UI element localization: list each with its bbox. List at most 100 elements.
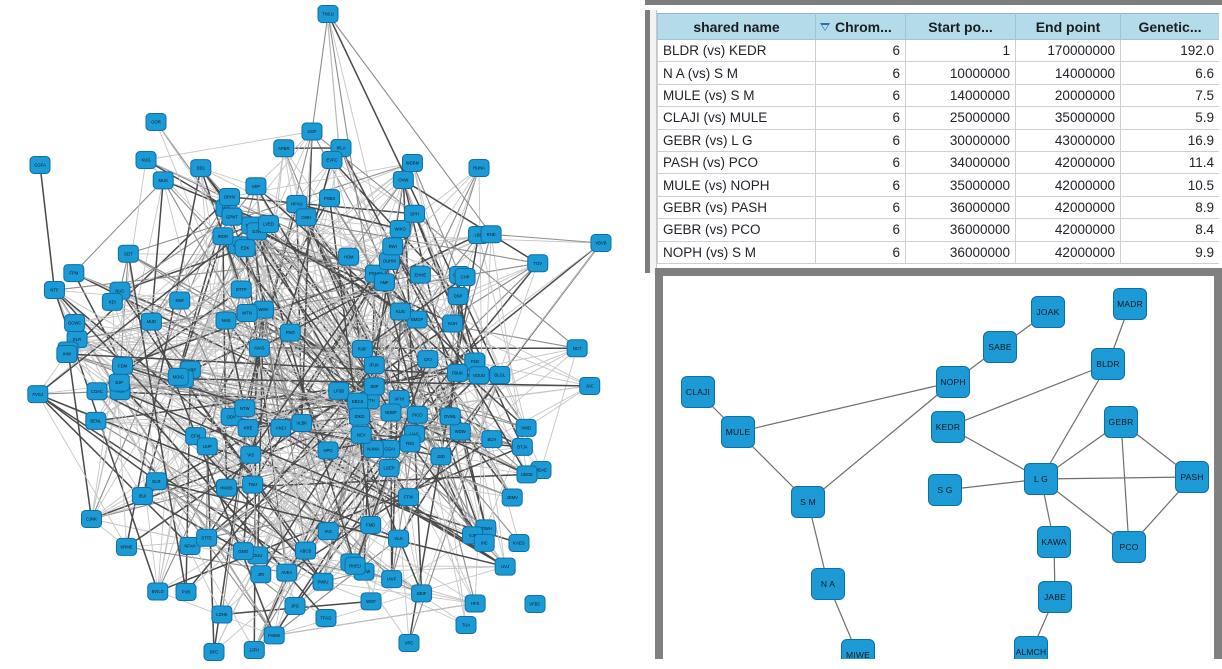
- subnetwork-edge[interactable]: [807, 381, 954, 503]
- network-node[interactable]: [29, 156, 51, 174]
- table-row[interactable]: CLAJI (vs) MULE 6 25000000 35000000 5.9: [657, 106, 1219, 130]
- column-header-chromosome[interactable]: Chrom...: [815, 13, 906, 40]
- subnetwork-canvas[interactable]: JOAK MADR SABE BLDR NOPH CLAJI GEBR KEDR MULE S G…: [663, 276, 1214, 659]
- table-vertical-scrollbar-track[interactable]: [650, 10, 657, 273]
- network-node[interactable]: [295, 541, 317, 560]
- network-node[interactable]: [468, 366, 490, 385]
- network-node[interactable]: [406, 405, 428, 424]
- network-node[interactable]: [116, 537, 138, 556]
- cell-genetic[interactable]: 16.9: [1120, 128, 1219, 152]
- network-node[interactable]: [473, 533, 495, 552]
- network-node[interactable]: [86, 382, 108, 401]
- network-node[interactable]: [481, 430, 503, 449]
- network-node[interactable]: [360, 515, 382, 534]
- network-node-l-g[interactable]: L G: [1024, 463, 1058, 495]
- cell-end_point[interactable]: 42000000: [1015, 240, 1121, 264]
- network-node[interactable]: [417, 350, 439, 369]
- network-node[interactable]: [515, 418, 537, 437]
- network-node-gebr[interactable]: GEBR: [1104, 406, 1138, 438]
- subnetwork-edge[interactable]: [1040, 476, 1193, 480]
- network-node[interactable]: [579, 376, 601, 395]
- network-node[interactable]: [590, 234, 612, 252]
- cell-start_point[interactable]: 34000000: [905, 150, 1016, 175]
- network-node[interactable]: [196, 437, 218, 456]
- cell-shared_name[interactable]: CLAJI (vs) MULE: [657, 106, 816, 130]
- network-node[interactable]: [242, 475, 264, 494]
- subnetwork-edge[interactable]: [947, 363, 1109, 428]
- network-node[interactable]: [258, 214, 280, 233]
- network-node[interactable]: [447, 287, 469, 306]
- cell-end_point[interactable]: 35000000: [1015, 106, 1121, 130]
- subnetwork-edge[interactable]: [737, 381, 954, 433]
- network-node[interactable]: [363, 377, 385, 396]
- cell-start_point[interactable]: 25000000: [905, 106, 1016, 130]
- large-network-panel[interactable]: TNCUGGFAOORKUGIPLAEVFCRUNAVBVBNVSMDAEBFC…: [0, 0, 645, 669]
- network-node[interactable]: [270, 418, 292, 437]
- network-node[interactable]: [351, 339, 373, 358]
- network-node[interactable]: [146, 472, 168, 491]
- network-node[interactable]: [147, 582, 169, 601]
- network-node[interactable]: [196, 528, 218, 547]
- cell-shared_name[interactable]: MULE (vs) NOPH: [657, 173, 816, 197]
- network-node[interactable]: [348, 407, 370, 426]
- network-node[interactable]: [167, 367, 189, 386]
- network-node-kawa[interactable]: KAWA: [1037, 526, 1071, 558]
- network-node[interactable]: [250, 565, 272, 584]
- network-node[interactable]: [232, 542, 254, 561]
- network-node[interactable]: [215, 311, 237, 330]
- network-node[interactable]: [388, 529, 410, 548]
- network-node[interactable]: [455, 616, 477, 634]
- network-node[interactable]: [284, 597, 306, 615]
- network-node[interactable]: [234, 399, 256, 418]
- network-node-kedr[interactable]: KEDR: [931, 411, 965, 443]
- network-node[interactable]: [230, 280, 252, 299]
- cell-start_point[interactable]: 36000000: [905, 195, 1016, 220]
- network-node-s-g[interactable]: S G: [928, 474, 962, 506]
- edge-attribute-table[interactable]: shared name Chrom... Start po... End poi…: [657, 13, 1219, 264]
- cell-end_point[interactable]: 42000000: [1015, 195, 1121, 220]
- network-node[interactable]: [27, 385, 49, 404]
- cell-chromosome[interactable]: 6: [815, 173, 906, 197]
- network-node[interactable]: [501, 488, 523, 507]
- network-node[interactable]: [145, 113, 167, 131]
- table-row[interactable]: GEBR (vs) PASH 6 36000000 42000000 8.9: [657, 195, 1219, 220]
- cell-end_point[interactable]: 43000000: [1015, 128, 1121, 152]
- network-node[interactable]: [508, 534, 530, 552]
- network-node[interactable]: [398, 634, 420, 652]
- network-node-claji[interactable]: CLAJI: [681, 376, 715, 408]
- table-body[interactable]: BLDR (vs) KEDR 6 1 170000000 192.0 N A (vs) S…: [657, 38, 1219, 264]
- network-node[interactable]: [442, 314, 464, 333]
- network-node[interactable]: [236, 304, 258, 323]
- network-node[interactable]: [363, 356, 385, 375]
- network-node[interactable]: [382, 237, 404, 256]
- cell-end_point[interactable]: 42000000: [1015, 173, 1121, 197]
- network-node[interactable]: [350, 425, 372, 444]
- network-node[interactable]: [344, 556, 366, 575]
- network-node-madr[interactable]: MADR: [1113, 288, 1147, 320]
- cell-chromosome[interactable]: 6: [815, 106, 906, 130]
- cell-chromosome[interactable]: 6: [815, 240, 906, 264]
- column-header-genetic[interactable]: Genetic...: [1120, 13, 1219, 40]
- cell-end_point[interactable]: 42000000: [1015, 218, 1121, 242]
- cell-start_point[interactable]: 14000000: [905, 83, 1016, 108]
- cell-chromosome[interactable]: 6: [815, 128, 906, 152]
- large-network-canvas[interactable]: TNCUGGFAOORKUGIPLAEVFCRUNAVBVBNVSMDAEBFC…: [0, 0, 645, 669]
- cell-genetic[interactable]: 11.4: [1120, 150, 1219, 175]
- network-node[interactable]: [263, 626, 285, 645]
- network-node[interactable]: [319, 189, 341, 208]
- network-node-miwe[interactable]: MIWE: [841, 639, 875, 659]
- network-node[interactable]: [56, 345, 78, 364]
- network-node[interactable]: [237, 419, 259, 438]
- network-node[interactable]: [566, 339, 588, 358]
- network-node[interactable]: [454, 268, 476, 287]
- network-node[interactable]: [273, 139, 295, 158]
- network-node[interactable]: [248, 339, 270, 358]
- network-node[interactable]: [131, 487, 153, 506]
- network-node[interactable]: [276, 563, 298, 582]
- network-node-mule[interactable]: MULE: [721, 416, 755, 448]
- network-node[interactable]: [63, 264, 85, 283]
- network-node[interactable]: [190, 159, 212, 178]
- network-node[interactable]: [135, 151, 157, 169]
- cell-end_point[interactable]: 20000000: [1015, 83, 1121, 108]
- network-node[interactable]: [301, 122, 323, 141]
